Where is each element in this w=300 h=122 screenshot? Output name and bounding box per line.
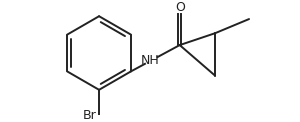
Text: O: O [175, 1, 185, 14]
Text: NH: NH [141, 54, 160, 67]
Text: Br: Br [83, 109, 97, 122]
